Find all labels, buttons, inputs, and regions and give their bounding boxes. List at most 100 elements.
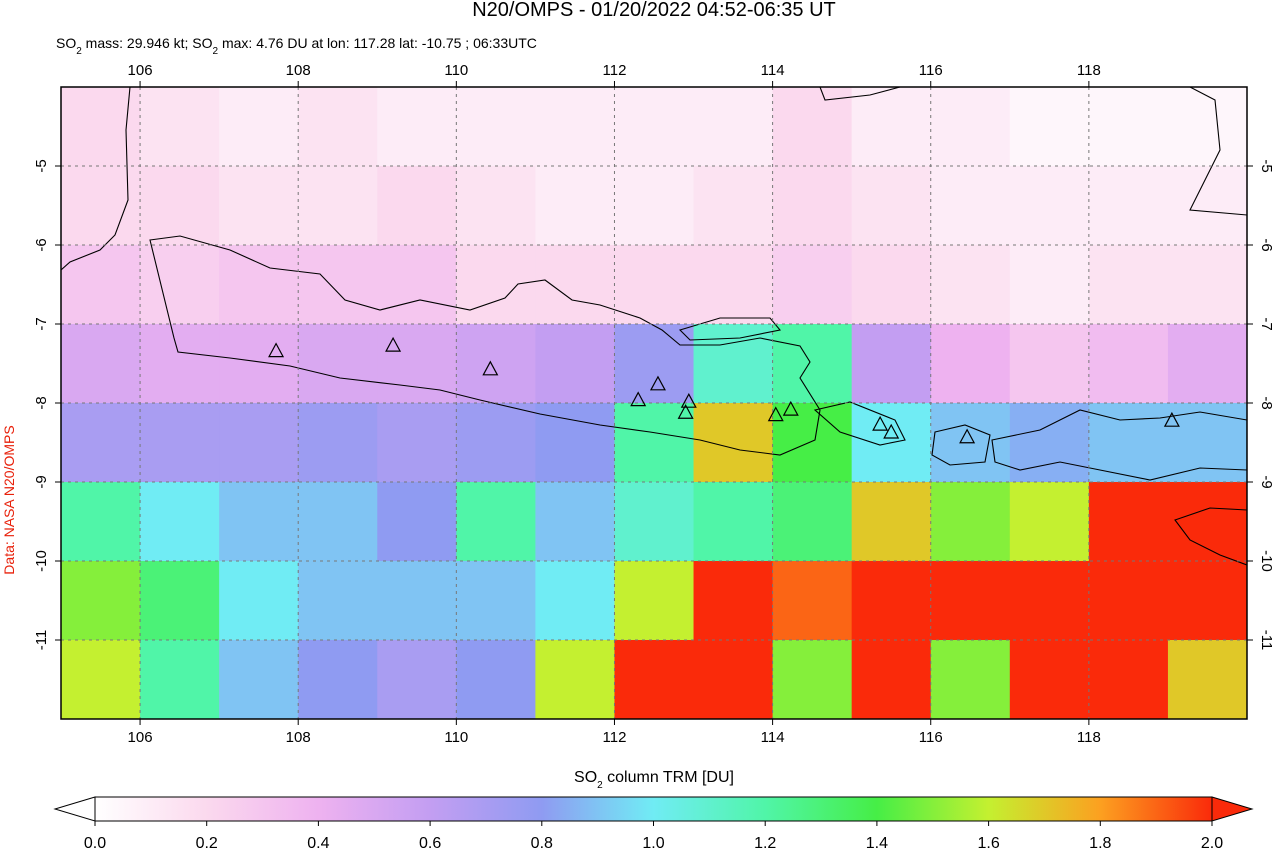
so2-cell: [377, 324, 457, 404]
so2-cell: [851, 245, 932, 325]
y-tick-label: -7: [33, 317, 50, 330]
y-tick-label: -5: [1258, 159, 1272, 172]
y-tick-label: -8: [1258, 396, 1272, 409]
so2-cell: [851, 640, 932, 719]
x-tick-label: 114: [761, 62, 785, 79]
so2-cell: [535, 166, 615, 246]
x-tick-label: 116: [919, 62, 943, 79]
so2-cell: [1009, 87, 1090, 167]
so2-cell: [1088, 482, 1169, 562]
x-tick-label: 106: [128, 62, 153, 79]
so2-cell: [1167, 482, 1247, 562]
so2-cell: [298, 324, 378, 404]
borneo-coast: [819, 87, 1247, 216]
java-coast: [149, 235, 821, 456]
so2-cell: [1009, 324, 1090, 404]
so2-cell: [298, 87, 378, 167]
volcanoes: [268, 336, 1180, 444]
so2-cell: [456, 640, 536, 719]
colorbar-tick-label: 1.0: [642, 835, 664, 852]
so2-cell: [377, 482, 457, 562]
so2-cell: [1167, 87, 1247, 167]
so2-cell: [298, 640, 378, 719]
so2-cell: [1009, 245, 1090, 325]
so2-cell: [930, 245, 1011, 325]
y-tick-label: -6: [33, 238, 50, 251]
y-tick-label: -11: [33, 630, 50, 651]
so2-cell: [614, 561, 695, 641]
x-tick-label: 112: [603, 729, 627, 746]
so2-cell: [298, 166, 378, 246]
so2-cell: [693, 166, 774, 246]
so2-cell: [219, 482, 299, 562]
so2-cell: [930, 166, 1011, 246]
so2-cell: [456, 561, 536, 641]
so2-cell: [1088, 166, 1169, 246]
so2-cell: [1009, 482, 1090, 562]
so2-cell: [930, 482, 1011, 562]
so2-cell: [693, 482, 774, 562]
so2-cell: [298, 403, 378, 483]
y-tick-label: -6: [1258, 238, 1272, 251]
so2-cell: [693, 561, 774, 641]
y-tick-label: -8: [33, 396, 50, 409]
so2-cell: [298, 245, 378, 325]
volcano: [782, 400, 799, 416]
so2-cell: [1167, 245, 1247, 325]
colorbar-tick-label: 1.4: [866, 835, 888, 852]
so2-cell: [61, 561, 141, 641]
so2-cell: [1167, 640, 1247, 719]
title: N20/OMPS - 01/20/2022 04:52-06:35 UT: [472, 0, 836, 21]
so2-cell: [851, 482, 932, 562]
so2-cell: [1167, 166, 1247, 246]
colorbar: 0.0 0.2 0.4 0.6 0.8 1.0 1.2 1.4 1.6 1.8 2.0: [53, 796, 1254, 852]
so2-cell: [377, 245, 457, 325]
so2-cell: [1088, 561, 1169, 641]
credit: Data: NASA N20/OMPS: [1, 425, 17, 574]
so2-cell: [298, 561, 378, 641]
so2-cell: [614, 87, 695, 167]
so2-cell: [1009, 403, 1090, 483]
so2-cell: [614, 403, 695, 483]
y-tick-label: -9: [33, 475, 50, 488]
so2-cell: [140, 87, 220, 167]
so2-cell: [377, 166, 457, 246]
so2-cell: [1088, 324, 1169, 404]
text-part: SO: [56, 35, 76, 51]
x-tick-label: 118: [1077, 62, 1101, 79]
so2-cell: [219, 324, 299, 404]
so2-cell: [1009, 166, 1090, 246]
so2-cell: [61, 640, 141, 719]
y-tick-label: -5: [33, 159, 50, 172]
y-tick-label: -10: [33, 550, 50, 572]
so2-cell: [930, 561, 1011, 641]
so2-cell: [614, 166, 695, 246]
so2-cell: [930, 640, 1011, 719]
x-tick-label: 110: [444, 729, 468, 746]
so2-cell: [456, 403, 536, 483]
colorbar-label: SO2 column TRM [DU]: [574, 769, 734, 791]
so2-cell: [219, 640, 299, 719]
so2-cell: [140, 324, 220, 404]
so2-cell: [693, 324, 774, 404]
volcano: [883, 423, 900, 439]
so2-cell: [930, 87, 1011, 167]
so2-cell: [693, 245, 774, 325]
so2-cell: [219, 87, 299, 167]
so2-cell: [851, 561, 932, 641]
y-tick-label: -7: [1258, 317, 1272, 330]
so2-cell: [693, 403, 774, 483]
so2-cell: [693, 640, 774, 719]
so2-cell: [772, 87, 853, 167]
x-tick-label: 116: [919, 729, 943, 746]
colorbar-tick-label: 2.0: [1201, 835, 1223, 852]
so2-cell: [298, 482, 378, 562]
so2-cell: [851, 87, 932, 167]
so2-cell: [219, 245, 299, 325]
so2-cell: [61, 87, 141, 167]
so2-cell: [456, 166, 536, 246]
y-tick-label: -9: [1258, 475, 1272, 488]
x-tick-label: 118: [1077, 729, 1101, 746]
subscript: 2: [76, 46, 82, 57]
x-tick-label: 110: [444, 62, 468, 79]
